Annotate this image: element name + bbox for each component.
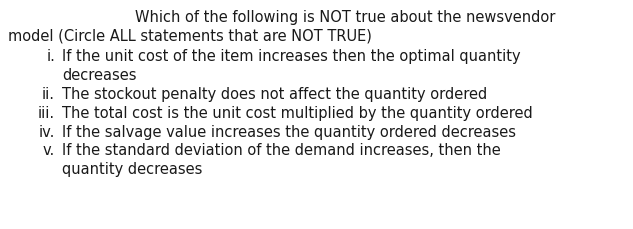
Text: Which of the following is NOT true about the newsvendor: Which of the following is NOT true about…	[135, 10, 555, 25]
Text: i.: i.	[46, 49, 55, 64]
Text: The total cost is the unit cost multiplied by the quantity ordered: The total cost is the unit cost multipli…	[62, 105, 533, 120]
Text: model (Circle ALL statements that are NOT TRUE): model (Circle ALL statements that are NO…	[8, 29, 372, 44]
Text: iii.: iii.	[38, 105, 55, 120]
Text: ii.: ii.	[42, 87, 55, 102]
Text: iv.: iv.	[39, 124, 55, 139]
Text: If the salvage value increases the quantity ordered decreases: If the salvage value increases the quant…	[62, 124, 516, 139]
Text: decreases: decreases	[62, 68, 137, 83]
Text: v.: v.	[43, 143, 55, 158]
Text: The stockout penalty does not affect the quantity ordered: The stockout penalty does not affect the…	[62, 87, 487, 102]
Text: If the unit cost of the item increases then the optimal quantity: If the unit cost of the item increases t…	[62, 49, 520, 64]
Text: If the standard deviation of the demand increases, then the: If the standard deviation of the demand …	[62, 143, 501, 158]
Text: quantity decreases: quantity decreases	[62, 162, 203, 177]
